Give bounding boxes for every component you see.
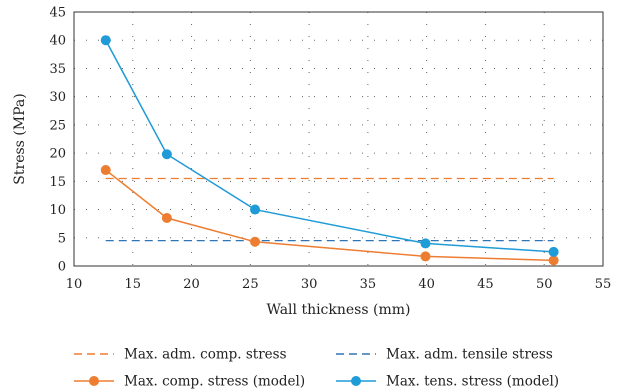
- data-point: [161, 213, 172, 224]
- data-point: [100, 35, 111, 46]
- y-tick-label: 10: [49, 203, 66, 218]
- x-tick-label: 30: [301, 277, 318, 292]
- y-tick-label: 45: [49, 6, 66, 21]
- data-point: [420, 251, 431, 262]
- x-tick-label: 25: [242, 277, 259, 292]
- legend-label: Max. adm. tensile stress: [386, 347, 553, 363]
- y-tick-label: 15: [49, 175, 66, 190]
- data-point: [100, 165, 111, 176]
- data-point: [420, 238, 431, 249]
- x-tick-label: 10: [66, 277, 83, 292]
- legend-label: Max. tens. stress (model): [386, 374, 559, 390]
- data-point: [250, 236, 261, 247]
- x-tick-label: 40: [418, 277, 435, 292]
- legend-marker: [89, 376, 99, 386]
- x-tick-label: 55: [595, 277, 612, 292]
- y-tick-label: 5: [58, 231, 66, 246]
- plot-frame: [73, 11, 604, 267]
- x-tick-label: 15: [125, 277, 142, 292]
- legend-label: Max. adm. comp. stress: [124, 347, 287, 363]
- data-point: [161, 149, 172, 160]
- y-tick-label: 20: [49, 147, 66, 162]
- x-axis-label: Wall thickness (mm): [267, 302, 411, 318]
- data-point: [548, 255, 559, 266]
- data-point: [548, 246, 559, 257]
- data-point: [250, 204, 261, 215]
- y-tick-label: 40: [49, 34, 66, 49]
- y-tick-label: 0: [58, 260, 66, 275]
- y-axis-label: Stress (MPa): [12, 93, 28, 184]
- x-tick-label: 45: [477, 277, 494, 292]
- x-tick-label: 35: [360, 277, 377, 292]
- x-tick-label: 20: [183, 277, 200, 292]
- y-tick-label: 25: [49, 118, 66, 133]
- legend-marker: [351, 376, 361, 386]
- legend-label: Max. comp. stress (model): [124, 374, 305, 390]
- grid-lines: [74, 12, 603, 266]
- x-tick-label: 50: [536, 277, 553, 292]
- tick-labels: 10 15 20 25 30 35 40 45 50 55 0 5 10 15 20 25 30 35 40 45: [49, 6, 611, 293]
- legend: Max. adm. comp. stress Max. adm. tensile …: [74, 347, 559, 390]
- y-tick-label: 35: [49, 62, 66, 77]
- y-tick-label: 30: [49, 90, 66, 105]
- series-layer: [100, 35, 559, 266]
